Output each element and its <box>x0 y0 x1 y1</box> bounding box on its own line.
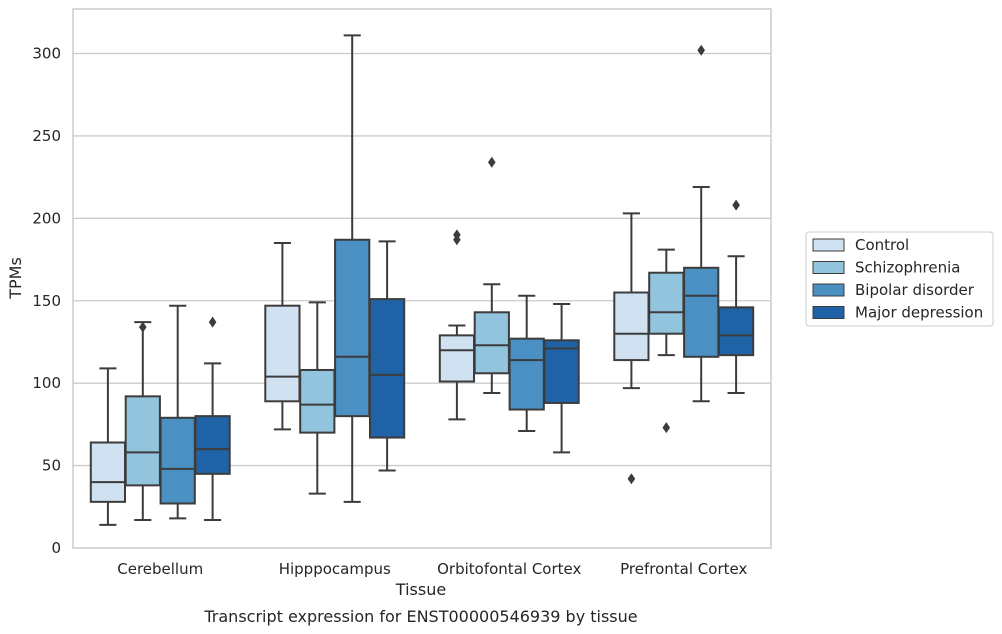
y-tick-label: 100 <box>32 374 61 392</box>
box <box>717 199 755 395</box>
y-tick-label: 300 <box>32 45 61 63</box>
outlier-point <box>662 422 671 434</box>
box <box>368 240 406 472</box>
outlier-point <box>139 321 147 333</box>
box-body <box>194 415 231 475</box>
legend-label: Bipolar disorder <box>855 281 975 299</box>
outlier-point <box>453 229 461 241</box>
series-group <box>194 199 755 521</box>
box-body <box>508 337 545 411</box>
y-tick-label: 50 <box>42 457 61 475</box>
box-body <box>648 271 685 335</box>
box <box>613 212 650 485</box>
legend: Control Schizophrenia Bipolar disorder Majo… <box>805 231 994 327</box>
box <box>124 321 161 521</box>
box <box>299 301 336 495</box>
box-body <box>159 416 196 505</box>
legend-swatch <box>812 306 845 319</box>
outlier-point <box>208 316 217 328</box>
box-body <box>473 311 510 375</box>
box <box>508 294 545 432</box>
outlier-point <box>627 473 636 485</box>
x-axis-title: Tissue <box>395 580 446 599</box>
box-series <box>89 34 755 526</box>
box <box>334 34 371 503</box>
box <box>159 304 196 520</box>
series-group <box>89 212 650 526</box>
box-body <box>438 334 476 383</box>
x-tick-label: Hipppocampus <box>279 560 391 578</box>
figure-caption: Transcript expression for ENST0000054693… <box>203 607 637 626</box>
y-tick-label: 250 <box>32 127 61 145</box>
legend-swatch <box>812 261 845 274</box>
box-body <box>299 368 336 434</box>
outlier-point <box>697 44 705 56</box>
x-tick-label: Cerebellum <box>117 560 203 578</box>
box-body <box>124 395 161 487</box>
y-tick-label: 150 <box>32 292 61 310</box>
legend-frame <box>805 231 994 327</box>
box <box>683 44 720 403</box>
legend-label: Control <box>855 236 909 254</box>
y-tick-labels: 0 50 100 150 200 250 300 <box>32 45 61 557</box>
box-body <box>334 238 371 418</box>
box <box>89 367 127 526</box>
box-body <box>613 291 650 362</box>
x-tick-label: Prefrontal Cortex <box>620 560 747 578</box>
box <box>194 316 231 521</box>
box <box>543 303 580 454</box>
x-tick-labels: Cerebellum Hipppocampus Orbitofontal Corte… <box>117 560 747 578</box>
box-body <box>368 298 406 439</box>
box-body <box>89 441 127 503</box>
legend-swatch <box>812 283 845 297</box>
y-tick-label: 0 <box>51 539 61 557</box>
legend-swatch <box>812 238 845 252</box>
legend-label: Schizophrenia <box>855 259 960 277</box>
gridlines <box>73 52 771 467</box>
box <box>264 242 301 431</box>
box <box>438 229 476 421</box>
y-tick-label: 200 <box>32 209 61 227</box>
outlier-point <box>488 156 496 168</box>
box-body <box>543 339 580 404</box>
series-group <box>159 34 720 520</box>
box-body <box>264 304 301 403</box>
box <box>648 248 685 434</box>
legend-label: Major depression <box>855 304 983 322</box>
plot-frame <box>72 8 772 549</box>
series-group <box>124 156 685 521</box>
x-tick-label: Orbitofontal Cortex <box>437 560 581 578</box>
box-body <box>683 266 720 358</box>
box <box>473 156 510 395</box>
y-axis-title: TPMs <box>6 257 25 300</box>
outlier-point <box>732 199 740 211</box>
box-body <box>717 306 755 357</box>
